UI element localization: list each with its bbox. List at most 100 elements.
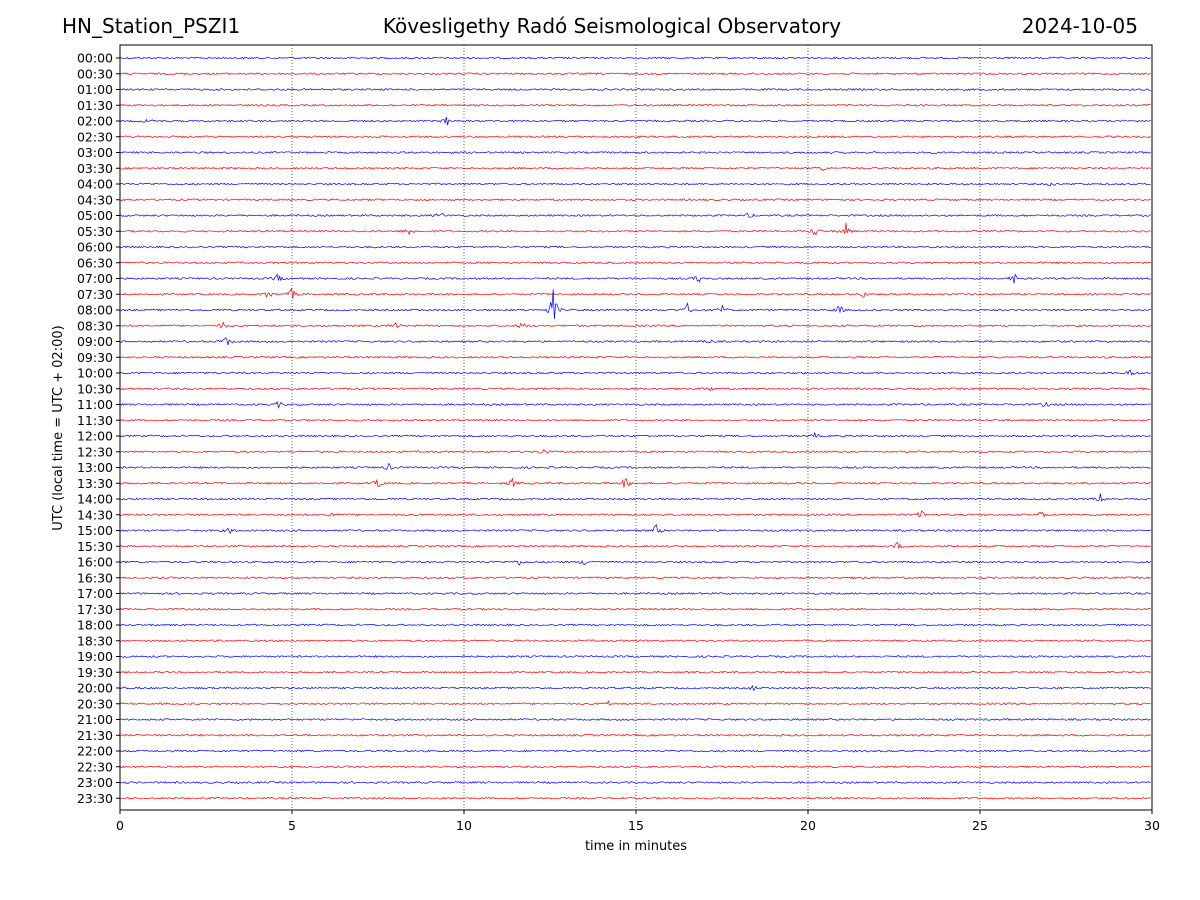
x-tick-label: 20 <box>800 818 816 833</box>
trace-1430 <box>119 510 1151 518</box>
trace-2030 <box>119 700 1151 706</box>
trace-0300 <box>119 151 1151 154</box>
chart-title: Kövesligethy Radó Seismological Observat… <box>382 14 842 38</box>
trace-1800 <box>119 623 1151 627</box>
trace-0230 <box>119 135 1152 139</box>
trace-0700 <box>119 273 1151 284</box>
x-axis-label: time in minutes <box>585 839 687 854</box>
trace-1900 <box>119 655 1151 659</box>
trace-1730 <box>119 607 1151 611</box>
y-tick-label: 17:30 <box>77 602 113 617</box>
y-tick-label: 08:00 <box>77 303 113 318</box>
trace-0500 <box>119 212 1151 218</box>
y-axis-label: UTC (local time = UTC + 02:00) <box>51 325 66 530</box>
trace-0900 <box>119 337 1151 346</box>
y-tick-label: 09:00 <box>77 334 113 349</box>
y-tick-label: 20:30 <box>77 696 113 711</box>
trace-2230 <box>119 765 1151 769</box>
y-tick-label: 03:00 <box>77 145 113 160</box>
trace-1200 <box>119 431 1152 438</box>
y-tick-label: 20:00 <box>77 681 113 696</box>
trace-0400 <box>119 182 1151 187</box>
x-tick-label: 0 <box>116 818 124 833</box>
y-tick-label: 10:30 <box>77 381 113 396</box>
trace-0530 <box>119 222 1151 236</box>
y-tick-label: 13:30 <box>77 476 113 491</box>
trace-0000 <box>119 56 1151 60</box>
y-tick-label: 07:00 <box>77 271 113 286</box>
trace-1830 <box>119 639 1152 643</box>
y-tick-label: 08:30 <box>77 318 113 333</box>
trace-0730 <box>119 287 1151 299</box>
trace-0330 <box>119 166 1152 172</box>
y-tick-label: 04:00 <box>77 177 113 192</box>
trace-1300 <box>119 462 1151 471</box>
trace-0930 <box>119 355 1152 359</box>
trace-2000 <box>119 684 1152 692</box>
trace-2330 <box>119 796 1152 800</box>
trace-1100 <box>119 400 1151 409</box>
station-id: HN_Station_PSZI1 <box>62 14 241 38</box>
y-tick-label: 14:00 <box>77 492 113 507</box>
trace-1230 <box>119 448 1152 454</box>
trace-2200 <box>119 749 1151 753</box>
trace-1930 <box>119 670 1151 674</box>
trace-0600 <box>119 245 1151 249</box>
trace-0100 <box>119 88 1151 91</box>
trace-0200 <box>119 116 1151 126</box>
trace-2300 <box>119 781 1151 784</box>
y-tick-label: 07:30 <box>77 287 113 302</box>
trace-2130 <box>119 733 1152 737</box>
trace-1600 <box>119 559 1152 566</box>
y-tick-label: 19:30 <box>77 665 113 680</box>
trace-1530 <box>119 541 1151 550</box>
y-tick-label: 12:00 <box>77 429 113 444</box>
grid-group <box>291 45 981 810</box>
x-tick-label: 30 <box>1144 818 1160 833</box>
trace-1630 <box>119 576 1151 580</box>
y-tick-label: 13:00 <box>77 460 113 475</box>
y-tick-label: 02:30 <box>77 129 113 144</box>
trace-2100 <box>119 718 1151 721</box>
y-tick-label: 03:30 <box>77 161 113 176</box>
y-tick-label: 16:30 <box>77 570 113 585</box>
chart-date: 2024-10-05 <box>1021 14 1138 38</box>
y-tick-label: 18:30 <box>77 633 113 648</box>
y-tick-label: 11:00 <box>77 397 113 412</box>
trace-1330 <box>119 478 1151 488</box>
trace-1400 <box>119 493 1151 503</box>
y-tick-label: 18:00 <box>77 618 113 633</box>
y-tick-label: 16:00 <box>77 555 113 570</box>
y-tick-label: 21:00 <box>77 712 113 727</box>
y-tick-label: 11:30 <box>77 413 113 428</box>
y-tick-label: 09:30 <box>77 350 113 365</box>
y-tick-label: 00:30 <box>77 66 113 81</box>
trace-0630 <box>119 261 1151 265</box>
y-tick-label: 14:30 <box>77 507 113 522</box>
trace-0800 <box>119 289 1151 320</box>
y-tick-label: 23:00 <box>77 775 113 790</box>
y-tick-label: 17:00 <box>77 586 113 601</box>
y-tick-label: 01:00 <box>77 82 113 97</box>
y-tick-label: 22:30 <box>77 759 113 774</box>
trace-0030 <box>119 72 1151 76</box>
x-tick-label: 5 <box>288 818 296 833</box>
y-tick-label: 05:30 <box>77 224 113 239</box>
y-tick-label: 22:00 <box>77 744 113 759</box>
x-tick-label: 25 <box>972 818 988 833</box>
y-tick-label: 15:30 <box>77 539 113 554</box>
trace-1000 <box>119 369 1151 376</box>
y-tick-label: 02:00 <box>77 114 113 129</box>
trace-1130 <box>119 418 1151 422</box>
trace-1700 <box>119 592 1151 595</box>
y-tick-label: 19:00 <box>77 649 113 664</box>
x-tick-label: 15 <box>628 818 644 833</box>
x-tick-label: 10 <box>456 818 472 833</box>
y-tick-label: 12:30 <box>77 444 113 459</box>
y-tick-label: 21:30 <box>77 728 113 743</box>
trace-1030 <box>119 386 1151 392</box>
y-tick-label: 01:30 <box>77 98 113 113</box>
y-tick-label: 15:00 <box>77 523 113 538</box>
trace-1500 <box>119 523 1151 535</box>
